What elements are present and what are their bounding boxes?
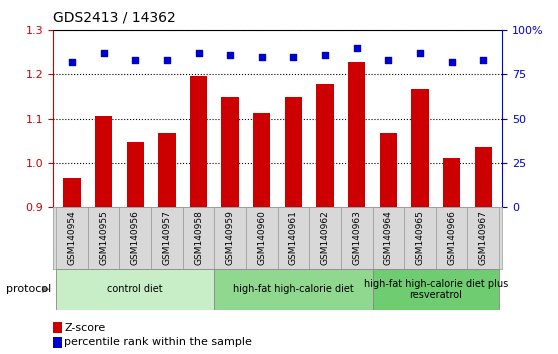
Bar (151, 207, 182, 269)
Point (162, 57, 171, 63)
Text: control diet: control diet (108, 284, 163, 295)
Point (99, 50, 108, 56)
Text: GSM140960: GSM140960 (257, 210, 266, 265)
Point (225, 52, 234, 58)
Bar (373, 269, 499, 310)
Text: GSM140956: GSM140956 (131, 210, 140, 265)
Point (479, 57, 488, 63)
Text: percentile rank within the sample: percentile rank within the sample (64, 337, 252, 348)
Text: GSM140965: GSM140965 (416, 210, 425, 265)
Point (68, 59, 76, 65)
Bar (158, 133, 176, 207)
Bar (253, 113, 271, 207)
Text: GSM140958: GSM140958 (194, 210, 203, 265)
Bar (411, 88, 429, 207)
Point (352, 45, 361, 51)
Point (131, 57, 140, 63)
Bar (56, 207, 88, 269)
Point (384, 57, 393, 63)
Text: high-fat high-calorie diet plus
resveratrol: high-fat high-calorie diet plus resverat… (364, 279, 508, 300)
Bar (190, 76, 207, 207)
Bar (348, 62, 365, 207)
Bar (246, 207, 278, 269)
Text: protocol: protocol (6, 284, 51, 295)
Bar (443, 158, 460, 207)
Bar (53, 337, 62, 348)
Bar (56, 269, 214, 310)
Bar (341, 207, 373, 269)
Point (447, 59, 456, 65)
Text: GSM140967: GSM140967 (479, 210, 488, 265)
Bar (182, 207, 214, 269)
Bar (436, 207, 468, 269)
Bar (285, 97, 302, 207)
Point (257, 54, 266, 59)
Point (194, 50, 203, 56)
Bar (63, 178, 81, 207)
Bar (214, 207, 246, 269)
Text: GSM140959: GSM140959 (225, 210, 235, 265)
Bar (474, 147, 492, 207)
Text: high-fat high-calorie diet: high-fat high-calorie diet (233, 284, 354, 295)
Bar (222, 97, 239, 207)
Point (321, 52, 330, 58)
Bar (278, 207, 309, 269)
Bar (316, 84, 334, 207)
Bar (53, 322, 62, 333)
Text: GSM140966: GSM140966 (447, 210, 456, 265)
Bar (404, 207, 436, 269)
Bar (88, 207, 119, 269)
Text: GDS2413 / 14362: GDS2413 / 14362 (53, 11, 176, 25)
Bar (214, 269, 373, 310)
Text: Z-score: Z-score (64, 322, 105, 332)
Point (289, 54, 298, 59)
Text: GSM140957: GSM140957 (162, 210, 171, 265)
Text: GSM140963: GSM140963 (352, 210, 361, 265)
Bar (119, 207, 151, 269)
Text: GSM140955: GSM140955 (99, 210, 108, 265)
Bar (468, 207, 499, 269)
Text: GSM140964: GSM140964 (384, 210, 393, 265)
Text: GSM140962: GSM140962 (320, 210, 330, 265)
Bar (309, 207, 341, 269)
Point (416, 50, 425, 56)
Bar (127, 142, 144, 207)
Bar (95, 116, 112, 207)
Text: GSM140954: GSM140954 (68, 210, 76, 265)
Text: GSM140961: GSM140961 (289, 210, 298, 265)
Bar (379, 133, 397, 207)
Bar (373, 207, 404, 269)
